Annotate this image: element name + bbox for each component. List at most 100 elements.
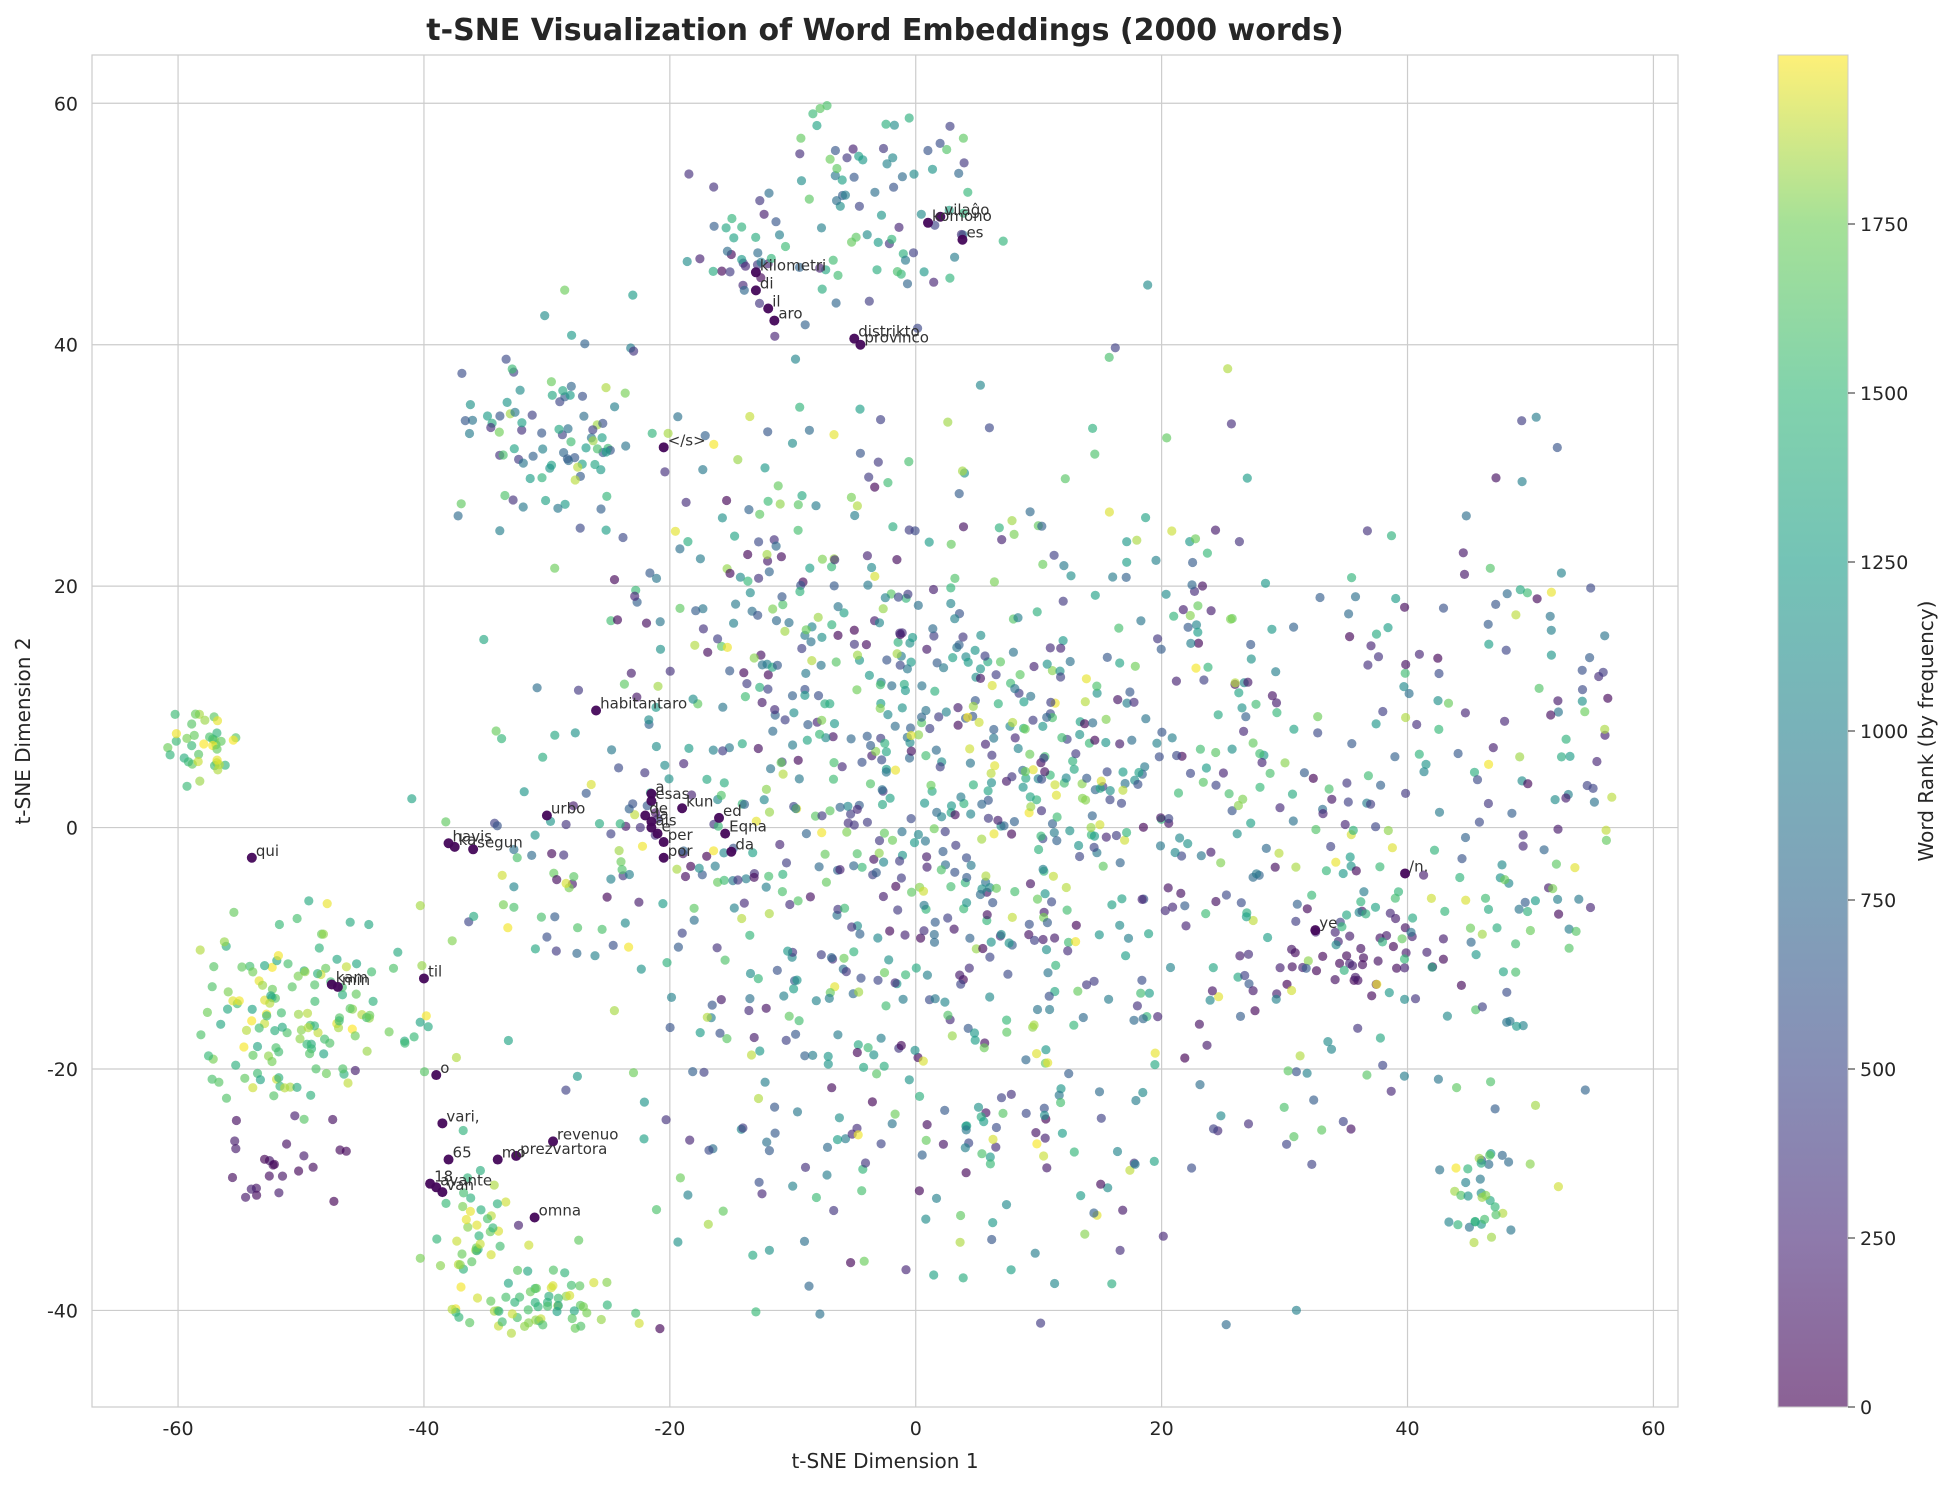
scatter-point [1433, 1074, 1443, 1084]
scatter-point [1211, 780, 1221, 790]
scatter-point [234, 996, 244, 1006]
scatter-point [757, 1189, 767, 1199]
scatter-point [753, 610, 763, 620]
scatter-point [637, 841, 648, 851]
scatter-point [991, 670, 1001, 680]
scatter-point [910, 1045, 920, 1055]
scatter-point [907, 887, 917, 897]
scatter-point [914, 730, 924, 740]
scatter-point [740, 692, 751, 702]
scatter-point [977, 1149, 987, 1159]
scatter-point [1036, 1318, 1046, 1328]
scatter-point [1094, 930, 1104, 940]
scatter-point [1063, 937, 1074, 948]
scatter-point [1515, 585, 1525, 595]
scatter-point [996, 929, 1006, 940]
scatter-point [1466, 937, 1476, 947]
annotation-label: vilaĝo [944, 201, 989, 219]
scatter-point [609, 575, 620, 585]
scatter-point [675, 603, 685, 614]
scatter-point [890, 978, 900, 988]
scatter-point [801, 668, 811, 679]
scatter-point [862, 551, 873, 561]
scatter-point [1518, 830, 1528, 840]
scatter-point [195, 945, 205, 955]
scatter-point [1206, 606, 1216, 616]
scatter-point [1226, 614, 1236, 624]
scatter-point [524, 1240, 534, 1250]
scatter-point [979, 1117, 989, 1127]
annotated-point [935, 211, 946, 222]
annotated-point [640, 810, 651, 821]
scatter-point [1357, 960, 1368, 970]
scatter-point [614, 846, 624, 856]
scatter-point [859, 1256, 869, 1266]
scatter-point [1577, 665, 1587, 675]
scatter-point [1414, 649, 1424, 659]
scatter-point [1058, 636, 1068, 646]
scatter-point [1153, 1012, 1163, 1022]
scatter-point [1522, 588, 1532, 598]
scatter-point [953, 720, 963, 730]
scatter-point [958, 1273, 968, 1283]
scatter-point [1279, 1102, 1289, 1112]
scatter-point [763, 427, 773, 437]
scatter-point [1550, 795, 1560, 805]
scatter-point [269, 1091, 279, 1101]
scatter-point [1108, 572, 1118, 582]
scatter-point [921, 1214, 931, 1224]
scatter-point [1020, 724, 1030, 734]
scatter-point [1477, 929, 1487, 939]
scatter-point [660, 760, 670, 770]
scatter-point [803, 720, 813, 730]
scatter-point [820, 849, 830, 859]
scatter-point [311, 1064, 321, 1074]
scatter-point [1235, 1011, 1246, 1022]
scatter-point [900, 685, 911, 696]
scatter-point [551, 946, 561, 956]
scatter-point [507, 364, 517, 374]
scatter-point [946, 539, 956, 549]
scatter-point [655, 617, 665, 627]
scatter-point [1483, 619, 1493, 629]
scatter-point [486, 1296, 496, 1306]
scatter-point [851, 232, 861, 242]
scatter-point [1378, 706, 1388, 717]
scatter-point [1203, 662, 1213, 672]
scatter-point [708, 266, 718, 276]
scatter-point [1101, 737, 1111, 748]
scatter-point [343, 1078, 353, 1088]
scatter-point [1586, 583, 1596, 593]
scatter-point [1497, 860, 1507, 870]
scatter-point [993, 815, 1003, 825]
scatter-point [1453, 1220, 1463, 1230]
scatter-point [1170, 847, 1180, 858]
scatter-point [1250, 1006, 1260, 1016]
scatter-point [464, 428, 475, 439]
scatter-point [1094, 1087, 1105, 1097]
scatter-point [1601, 825, 1611, 835]
scatter-point [1574, 894, 1584, 904]
scatter-point [1032, 607, 1042, 617]
scatter-point [1045, 643, 1055, 653]
scatter-point [594, 819, 605, 829]
scatter-point [241, 1192, 251, 1202]
scatter-point [214, 1077, 224, 1087]
scatter-point [1050, 933, 1060, 943]
annotation-label: kun [686, 792, 713, 810]
scatter-point [1235, 951, 1245, 961]
scatter-point [1348, 825, 1358, 836]
scatter-point [954, 489, 964, 499]
annotation-label: kilometri [760, 256, 826, 274]
scatter-point [1326, 841, 1336, 852]
scatter-point [606, 874, 616, 884]
scatter-point [1404, 688, 1414, 699]
annotation-label: van [446, 1176, 474, 1194]
scatter-point [825, 154, 835, 164]
scatter-point [1303, 956, 1313, 966]
scatter-point [553, 503, 563, 513]
scatter-point [793, 500, 803, 510]
scatter-point [1021, 773, 1031, 783]
scatter-point [629, 346, 639, 356]
scatter-point [893, 592, 904, 602]
